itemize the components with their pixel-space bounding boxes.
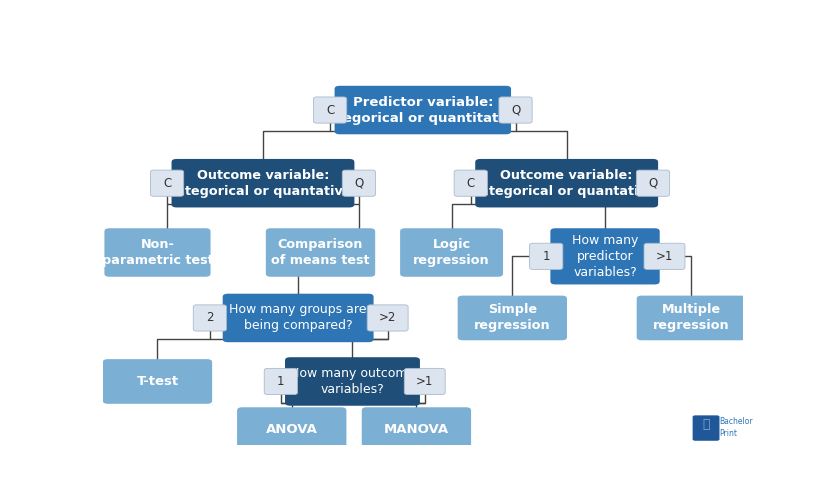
FancyBboxPatch shape xyxy=(285,357,420,406)
FancyBboxPatch shape xyxy=(335,86,511,134)
Text: Multiple
regression: Multiple regression xyxy=(653,304,729,332)
FancyBboxPatch shape xyxy=(105,228,210,277)
Text: How many groups are
being compared?: How many groups are being compared? xyxy=(229,304,367,332)
FancyBboxPatch shape xyxy=(404,368,446,394)
Text: Bachelor
Print: Bachelor Print xyxy=(719,418,752,438)
FancyBboxPatch shape xyxy=(361,408,471,452)
FancyBboxPatch shape xyxy=(172,159,355,208)
FancyBboxPatch shape xyxy=(454,170,488,196)
FancyBboxPatch shape xyxy=(475,159,658,208)
Text: 1: 1 xyxy=(543,250,550,263)
Text: MANOVA: MANOVA xyxy=(384,423,449,436)
Text: Outcome variable:
Categorical or quantative?: Outcome variable: Categorical or quantat… xyxy=(167,168,359,198)
Text: Comparison
of means test: Comparison of means test xyxy=(271,238,370,267)
Text: 1: 1 xyxy=(277,375,285,388)
FancyBboxPatch shape xyxy=(550,228,660,284)
FancyBboxPatch shape xyxy=(150,170,184,196)
Text: Simple
regression: Simple regression xyxy=(474,304,550,332)
FancyBboxPatch shape xyxy=(367,305,408,331)
Text: Predictor variable:
Categorical or quantitative?: Predictor variable: Categorical or quant… xyxy=(318,96,528,124)
Text: C: C xyxy=(163,176,172,190)
FancyBboxPatch shape xyxy=(266,228,375,277)
FancyBboxPatch shape xyxy=(193,305,227,331)
FancyBboxPatch shape xyxy=(103,359,212,404)
FancyBboxPatch shape xyxy=(223,294,374,342)
Text: How many
predictor
variables?: How many predictor variables? xyxy=(572,234,639,279)
FancyBboxPatch shape xyxy=(530,244,563,270)
Text: Outcome variable:
Categorical or quantative?: Outcome variable: Categorical or quantat… xyxy=(471,168,662,198)
FancyBboxPatch shape xyxy=(264,368,298,394)
FancyBboxPatch shape xyxy=(342,170,375,196)
Text: Non-
parametric test: Non- parametric test xyxy=(101,238,214,267)
Text: Ⓑ: Ⓑ xyxy=(702,418,709,431)
Text: How many outcome
variables?: How many outcome variables? xyxy=(290,367,415,396)
FancyBboxPatch shape xyxy=(458,296,567,341)
FancyBboxPatch shape xyxy=(637,296,746,341)
Text: T-test: T-test xyxy=(136,375,178,388)
Text: C: C xyxy=(467,176,475,190)
FancyBboxPatch shape xyxy=(400,228,503,277)
Text: Q: Q xyxy=(511,104,520,117)
Text: Q: Q xyxy=(354,176,364,190)
FancyBboxPatch shape xyxy=(693,416,719,441)
FancyBboxPatch shape xyxy=(644,244,685,270)
Text: 2: 2 xyxy=(206,312,214,324)
FancyBboxPatch shape xyxy=(237,408,346,452)
Text: Logic
regression: Logic regression xyxy=(413,238,490,267)
FancyBboxPatch shape xyxy=(314,97,346,123)
FancyBboxPatch shape xyxy=(636,170,670,196)
Text: >2: >2 xyxy=(379,312,396,324)
Text: ANOVA: ANOVA xyxy=(266,423,318,436)
Text: >1: >1 xyxy=(416,375,433,388)
Text: C: C xyxy=(326,104,334,117)
Text: Q: Q xyxy=(648,176,658,190)
FancyBboxPatch shape xyxy=(499,97,532,123)
Text: >1: >1 xyxy=(656,250,673,263)
